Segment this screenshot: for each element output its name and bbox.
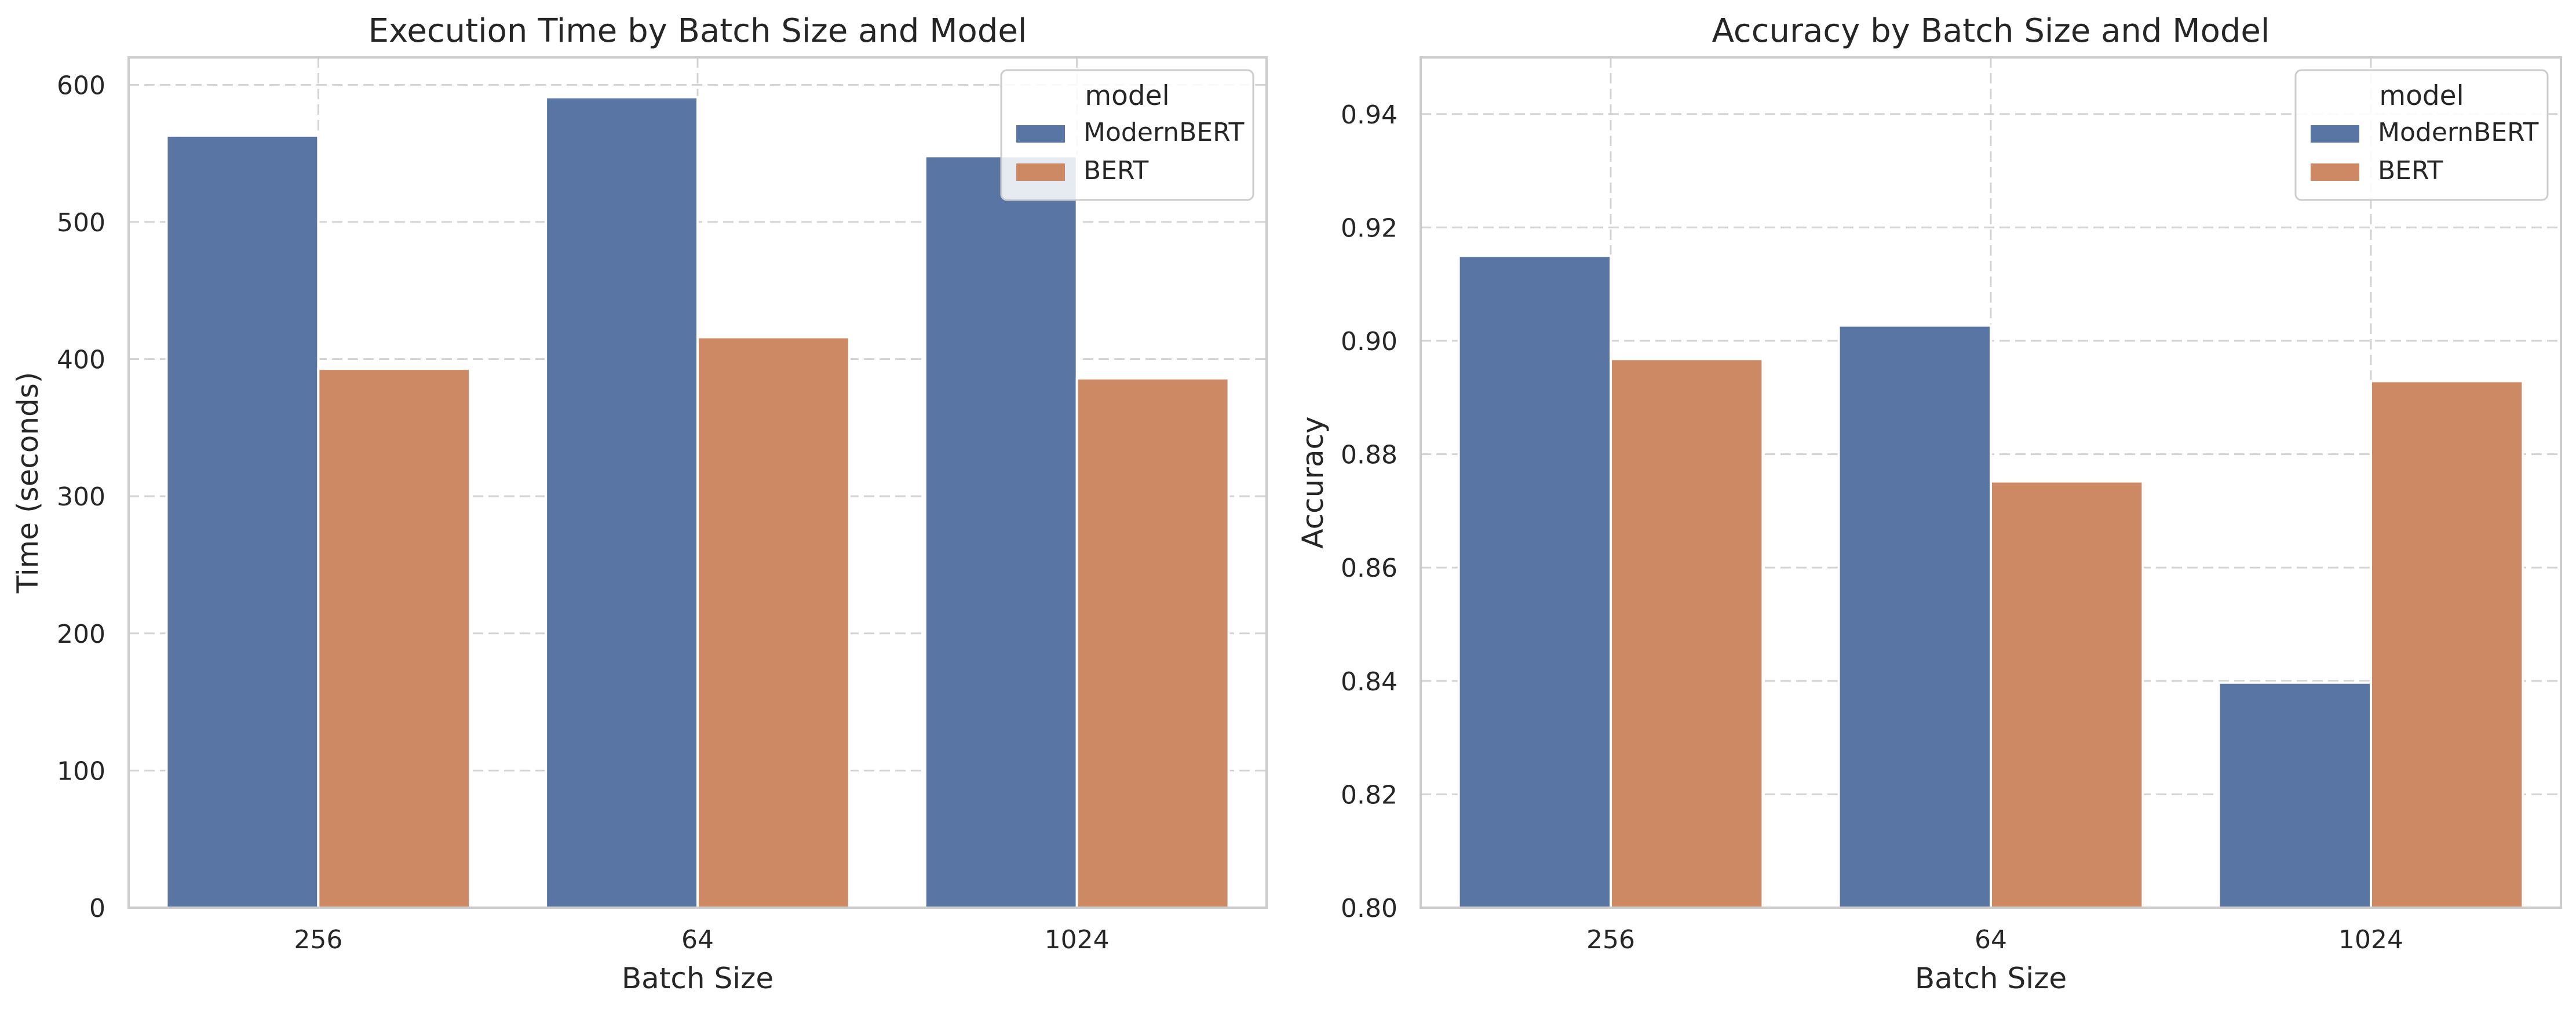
- bar-modernbert-256: [165, 134, 320, 909]
- y-axis-label: Accuracy: [1296, 416, 1330, 548]
- x-tick-label: 1024: [2338, 925, 2403, 955]
- legend-label: ModernBERT: [2378, 118, 2538, 147]
- x-tick-labels: 256 64 1024: [294, 925, 1109, 955]
- y-tick-label: 0.86: [1341, 554, 1398, 583]
- bar-modernbert-256: [1457, 254, 1612, 909]
- accuracy-chart: 0.80 0.82 0.84 0.86 0.88 0.90 0.92 0.94 256 64 102…: [1296, 12, 2562, 995]
- legend-title: model: [2379, 80, 2464, 112]
- plot-frame: [127, 56, 1268, 909]
- legend-swatch: [2311, 163, 2359, 181]
- legend-label: BERT: [1083, 156, 1148, 185]
- y-tick-label: 0.82: [1341, 780, 1398, 810]
- bars: [1457, 254, 2524, 909]
- y-tick-label: 0.92: [1341, 213, 1398, 243]
- x-tick-label: 1024: [1045, 925, 1110, 955]
- bar-modernbert-1024: [924, 155, 1078, 909]
- bar-bert-1024: [1075, 377, 1230, 909]
- x-tick-label: 256: [1586, 925, 1635, 955]
- execution-time-chart: 0 100 200 300 400 500 600 256 64 1024 Execution Ti…: [11, 12, 1268, 995]
- chart-title: Execution Time by Batch Size and Model: [368, 12, 1027, 50]
- legend-swatch: [1016, 163, 1065, 181]
- legend: model ModernBERT BERT: [2294, 69, 2549, 201]
- y-tick-label: 500: [57, 208, 105, 238]
- legend-label: ModernBERT: [1083, 118, 1244, 147]
- bar-modernbert-64: [1837, 324, 1993, 909]
- x-tick-label: 256: [294, 925, 342, 955]
- legend: model ModernBERT BERT: [1000, 69, 1254, 201]
- x-tick-label: 64: [1975, 925, 2007, 955]
- bars: [165, 96, 1230, 909]
- legend-title: model: [1085, 80, 1169, 112]
- y-tick-label: 300: [57, 482, 105, 512]
- legend-swatch: [2311, 125, 2359, 143]
- chart-title: Accuracy by Batch Size and Model: [1712, 12, 2270, 50]
- x-tick-labels: 256 64 1024: [1586, 925, 2403, 955]
- bar-bert-64: [1990, 480, 2144, 909]
- y-tick-label: 0.94: [1341, 100, 1398, 130]
- bar-modernbert-64: [545, 96, 699, 909]
- y-tick-label: 600: [57, 71, 105, 100]
- y-tick-label: 400: [57, 345, 105, 375]
- y-tick-labels: 0.80 0.82 0.84 0.86 0.88 0.90 0.92 0.94: [1341, 100, 1398, 923]
- y-tick-label: 0.84: [1341, 667, 1398, 697]
- y-tick-label: 0.80: [1341, 894, 1398, 923]
- bar-bert-64: [696, 336, 851, 909]
- y-tick-label: 0.90: [1341, 327, 1398, 356]
- bar-bert-256: [1610, 358, 1764, 909]
- x-axis-label: Batch Size: [1915, 962, 2067, 995]
- y-tick-label: 0.88: [1341, 441, 1398, 470]
- legend-swatch: [1016, 125, 1065, 143]
- y-tick-label: 200: [57, 620, 105, 649]
- y-axis-label: Time (seconds): [11, 372, 45, 594]
- plot-frame: [1420, 56, 2562, 909]
- x-tick-label: 64: [681, 925, 714, 955]
- x-axis-label: Batch Size: [622, 962, 773, 995]
- y-tick-label: 0: [89, 894, 105, 923]
- y-tick-label: 100: [57, 756, 105, 786]
- y-tick-labels: 0 100 200 300 400 500 600: [57, 71, 105, 923]
- bar-bert-256: [317, 367, 472, 909]
- bar-bert-1024: [2370, 380, 2524, 909]
- bar-modernbert-1024: [2217, 681, 2373, 909]
- legend-label: BERT: [2378, 156, 2443, 185]
